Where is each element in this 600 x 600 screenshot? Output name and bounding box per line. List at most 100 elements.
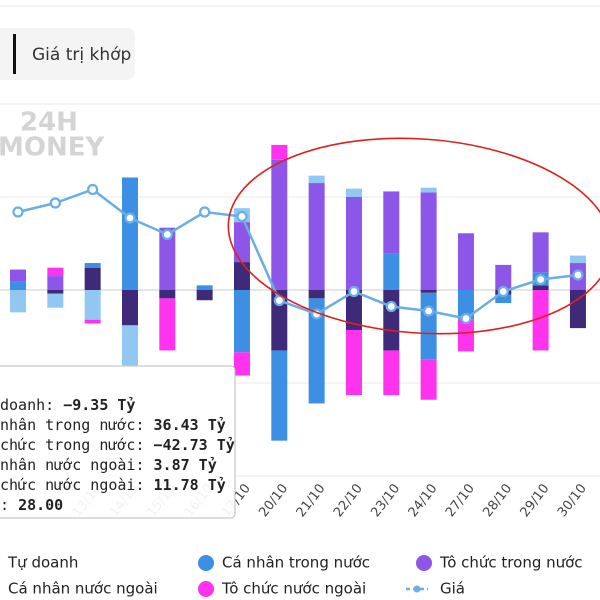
bar-segment — [84, 290, 101, 320]
bar-segment — [495, 294, 512, 304]
tooltip-value: 28.00 — [18, 496, 63, 514]
price-point — [497, 285, 509, 298]
bar-segment — [308, 183, 325, 290]
bar-segment — [271, 159, 288, 290]
bar-segment — [271, 290, 288, 351]
tooltip-row: doanh: −9.35 Tỷ — [0, 396, 135, 414]
price-point — [236, 210, 248, 223]
x-tick-label: 29/10 — [518, 481, 553, 520]
bar-segment — [9, 290, 26, 313]
price-line — [17, 188, 579, 320]
price-point — [87, 183, 99, 196]
bar-segment — [308, 298, 325, 404]
bar-segment — [345, 329, 362, 396]
bar-segment — [457, 290, 474, 320]
bar-segment — [420, 292, 437, 360]
x-tick-label: 24/10 — [406, 481, 441, 520]
bar-segment — [532, 285, 549, 290]
button[interactable] — [0, 28, 135, 80]
bar-segment — [457, 319, 474, 352]
bar-segment — [47, 267, 64, 277]
bar-segment — [159, 290, 176, 299]
bar-segment — [383, 191, 400, 254]
bar-segment — [47, 293, 64, 308]
bar-segment — [233, 352, 250, 376]
legend-swatch — [413, 585, 421, 593]
tooltip-row: chức trong nước: −42.73 Tỷ — [0, 436, 235, 454]
legend-label: Tô chức trong nước — [439, 554, 583, 572]
tooltip-row: chức nước ngoài: 11.78 Tỷ — [0, 476, 226, 494]
legend-swatch — [416, 555, 432, 571]
bar-segment — [121, 290, 138, 326]
price-point — [199, 206, 211, 218]
x-tick-label: 27/10 — [443, 481, 478, 520]
legend-label: Tự doanh — [7, 554, 78, 572]
bar-segment — [532, 290, 549, 351]
bar-segment — [159, 227, 176, 290]
bar-segment — [271, 350, 288, 441]
bar-segment — [420, 187, 437, 193]
bar-segment — [383, 350, 400, 396]
price-point — [423, 305, 435, 317]
tooltip-row: : 28.00 — [0, 496, 63, 514]
bar-segment — [495, 264, 512, 290]
bar-segment — [345, 188, 362, 197]
bar-segment — [569, 255, 586, 264]
legend-swatch — [198, 555, 214, 571]
bar-segment — [233, 262, 250, 290]
price-point — [12, 206, 24, 218]
button-accent — [13, 34, 16, 74]
tooltip-row: nhân nước ngoài: 3.87 Tỷ — [0, 456, 217, 474]
bar-segment — [84, 263, 101, 268]
bar-segment — [196, 285, 213, 290]
price-point — [385, 300, 397, 313]
x-tick-label: 20/10 — [256, 481, 291, 520]
bar-segment — [47, 276, 64, 290]
tooltip-label: chức trong nước: — [0, 436, 154, 454]
tooltip-row: nhân trong nước: 36.43 Tỷ — [0, 416, 226, 434]
tooltip-label: nhân trong nước: — [0, 416, 154, 434]
price-point — [348, 285, 360, 298]
x-tick-label: 30/10 — [555, 481, 590, 520]
legend-label: Cá nhân nước ngoài — [8, 580, 158, 598]
price-point — [535, 273, 547, 286]
bar-segment — [9, 281, 26, 290]
bar-segment — [121, 325, 138, 366]
watermark: 24H — [20, 108, 78, 138]
bar-segment — [271, 144, 288, 160]
button-label[interactable]: Giá trị khớp — [32, 45, 131, 65]
annotation-circle — [227, 137, 600, 335]
tooltip-label: : — [0, 496, 18, 514]
legend-label: Giá — [440, 580, 465, 598]
bar-segment — [420, 192, 437, 290]
x-tick-label: 21/10 — [294, 481, 329, 520]
tooltip-label: nhân nước ngoài: — [0, 456, 154, 474]
tooltip-value: −42.73 Tỷ — [154, 436, 235, 454]
legend-label: Cá nhân trong nước — [222, 554, 370, 572]
legend: Tự doanh Cá nhân trong nước Tô chức trong … — [7, 554, 583, 598]
bar-segment — [196, 290, 213, 301]
bar-segment — [532, 232, 549, 273]
bar-segment — [383, 253, 400, 290]
price-point — [460, 312, 472, 325]
bar-segment — [233, 222, 250, 263]
x-tick-label: 28/10 — [480, 481, 515, 520]
x-tick-label: 22/10 — [331, 481, 366, 520]
bar-segment — [345, 197, 362, 290]
watermark: MONEY — [0, 133, 105, 163]
tooltip-box — [0, 365, 236, 519]
bar-segment — [9, 269, 26, 282]
price-point — [273, 294, 285, 307]
bar-segment — [84, 267, 101, 290]
legend-swatch — [198, 581, 214, 597]
tooltip: doanh: −9.35 Tỷ nhân trong nước: 36.43 Tỷ… — [0, 365, 236, 519]
bar-segment — [569, 290, 586, 329]
bar-segment — [159, 298, 176, 351]
bar-segment — [233, 290, 250, 353]
price-point — [49, 197, 61, 209]
tooltip-value: 3.87 Tỷ — [154, 456, 217, 474]
bar-segment — [420, 359, 437, 400]
price-point — [161, 228, 173, 241]
bar-segment — [345, 290, 362, 330]
